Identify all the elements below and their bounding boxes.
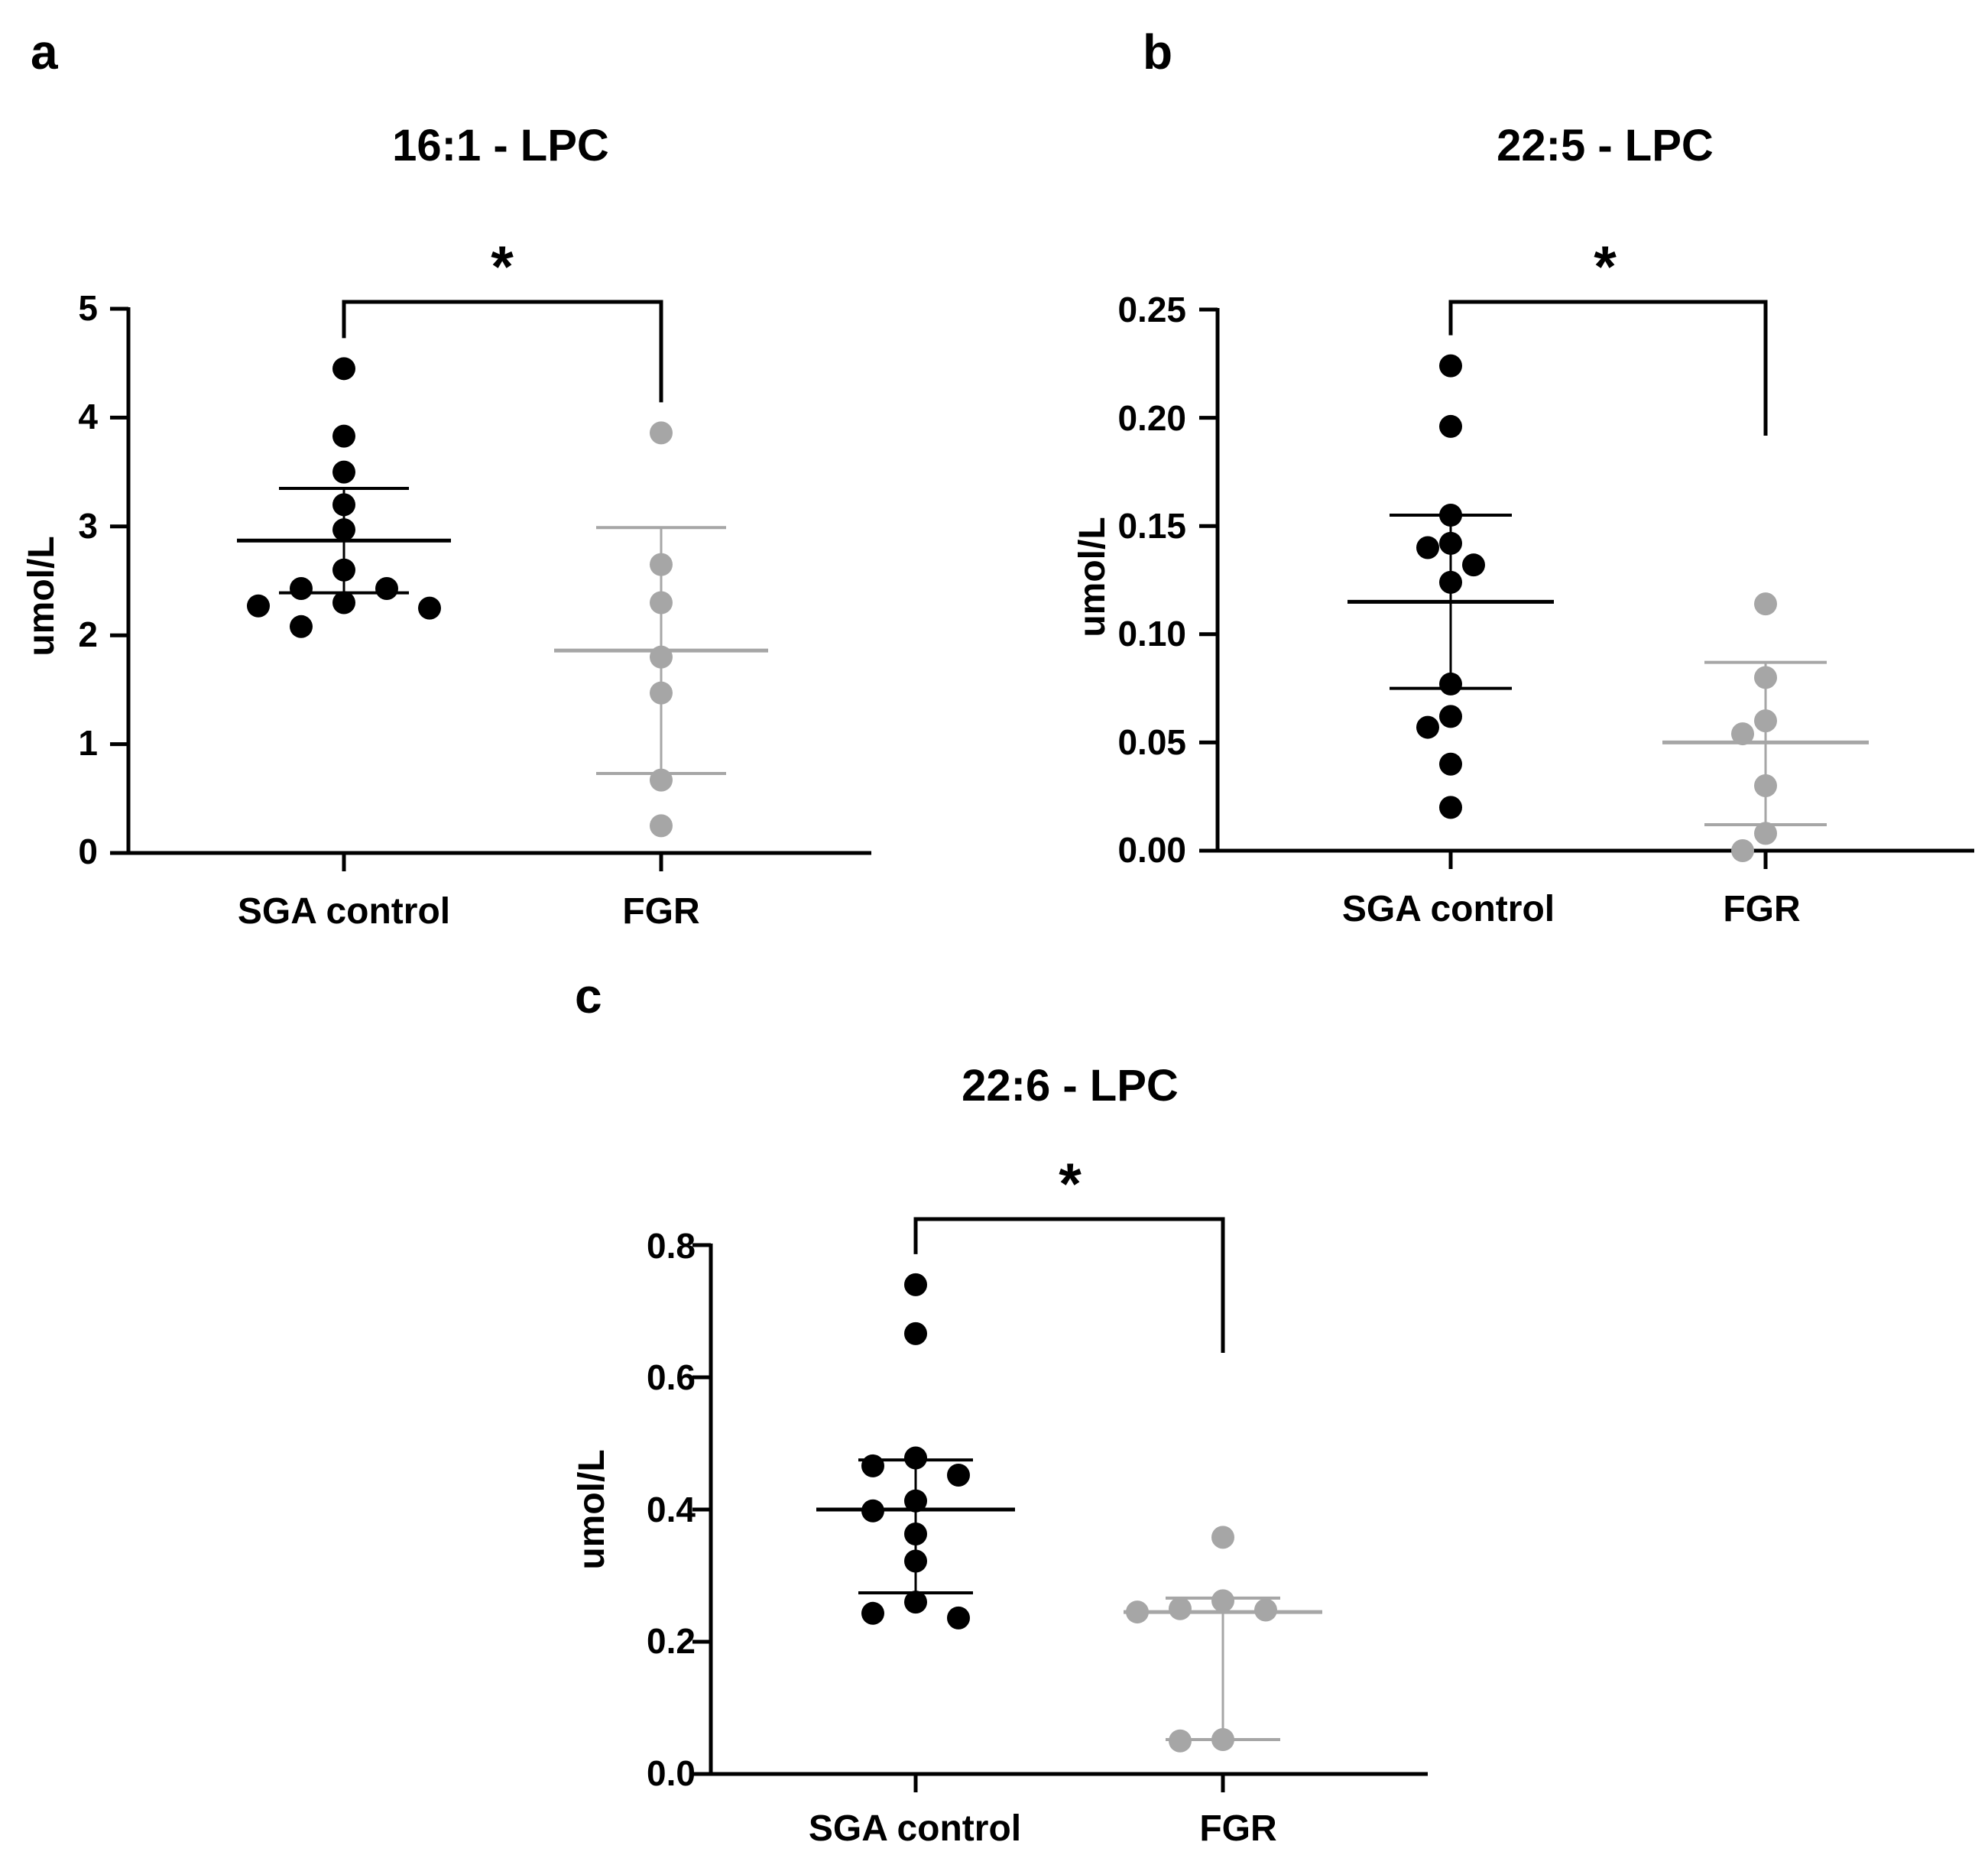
panel-a: a 16:1 - LPC umol/L SGA control FGR * 0 … [21,24,871,932]
data-point [332,460,355,484]
data-point [861,1601,884,1625]
data-point [332,518,355,542]
x-category-label-sga: SGA control [1342,889,1555,929]
panel-b: b 22:5 - LPC umol/L SGA control FGR * 0.… [1072,24,1974,929]
x-category-label-sga: SGA control [809,1808,1021,1849]
data-point [1439,504,1462,527]
data-point [332,493,355,517]
data-point [332,558,355,582]
data-point [332,424,355,448]
data-point [1439,796,1462,819]
panel-label: b [1143,24,1172,79]
data-point [1439,354,1462,378]
data-point [904,1322,927,1345]
data-point [650,768,673,792]
data-point [332,591,355,615]
significance-bracket [1448,300,1768,436]
data-point [1169,1729,1192,1753]
data-point [1416,536,1439,559]
x-category-label-sga: SGA control [238,891,450,932]
data-point [650,814,673,838]
y-axis-label: umol/L [572,1449,612,1569]
data-point [1731,722,1754,746]
significance-bracket [913,1217,1225,1353]
data-point [904,1591,927,1614]
y-tick-label: 0.0 [647,1753,696,1793]
y-tick-label: 0 [78,832,98,871]
data-point [375,576,398,600]
y-tick-label: 5 [78,288,98,328]
y-tick-label: 2 [78,615,98,654]
panel-c: c 22:6 - LPC umol/L SGA control FGR * 0.… [572,968,1428,1849]
y-tick-label: 0.8 [647,1226,696,1266]
significance-star: * [491,235,514,300]
data-point [904,1273,927,1296]
panel-label: a [31,24,58,79]
data-point [650,421,673,445]
y-tick-label: 0.6 [647,1357,696,1397]
data-point [947,1464,970,1487]
chart-title: 22:5 - LPC [1497,121,1714,170]
y-tick-label: 0.05 [1117,722,1186,762]
data-point [904,1549,927,1573]
data-point [1169,1597,1192,1620]
data-point [904,1489,927,1513]
data-point [1439,414,1462,438]
data-point [1754,822,1777,845]
data-point [1211,1526,1234,1549]
x-category-label-fgr: FGR [1723,889,1800,929]
data-point [861,1454,884,1477]
significance-star: * [1594,235,1617,300]
data-point [904,1446,927,1470]
data-point [1754,666,1777,689]
y-tick-label: 0.15 [1117,506,1186,546]
data-point [1754,592,1777,616]
y-tick-label: 0.00 [1117,830,1186,870]
data-point [861,1499,884,1523]
data-point [290,615,313,638]
data-point [1211,1728,1234,1752]
data-point [650,645,673,669]
data-point [1439,705,1462,728]
data-point [332,357,355,381]
y-tick-label: 0.25 [1117,290,1186,329]
x-category-label-fgr: FGR [1199,1808,1276,1849]
y-axis-label: umol/L [1072,517,1113,637]
y-tick-label: 0.10 [1117,614,1186,653]
data-point [1462,553,1485,577]
y-tick-label: 1 [78,723,98,763]
chart-title: 22:6 - LPC [962,1061,1179,1111]
chart-title: 16:1 - LPC [392,121,609,170]
data-point [1439,752,1462,776]
data-point [947,1606,970,1630]
panel-label: c [575,968,602,1023]
significance-star: * [1059,1152,1082,1217]
data-point [1416,715,1439,739]
y-axis-label: umol/L [21,536,62,656]
y-tick-label: 0.20 [1117,398,1186,438]
data-point [290,576,313,600]
y-tick-label: 4 [78,397,98,436]
y-tick-label: 0.2 [647,1621,696,1661]
significance-bracket [342,300,663,403]
y-tick-label: 3 [78,506,98,546]
data-point [1439,570,1462,594]
data-point [904,1523,927,1546]
data-point [1754,774,1777,798]
data-point [650,553,673,576]
data-point [1439,672,1462,696]
data-point [1126,1600,1149,1624]
y-tick-label: 0.4 [647,1490,696,1529]
data-point [1254,1598,1277,1622]
data-point [1754,709,1777,733]
data-point [247,594,270,618]
data-point [650,681,673,705]
data-point [418,596,441,620]
data-point [650,591,673,615]
data-point [1731,839,1754,862]
data-point [1439,531,1462,555]
data-point [1211,1589,1234,1613]
x-category-label-fgr: FGR [622,891,699,932]
